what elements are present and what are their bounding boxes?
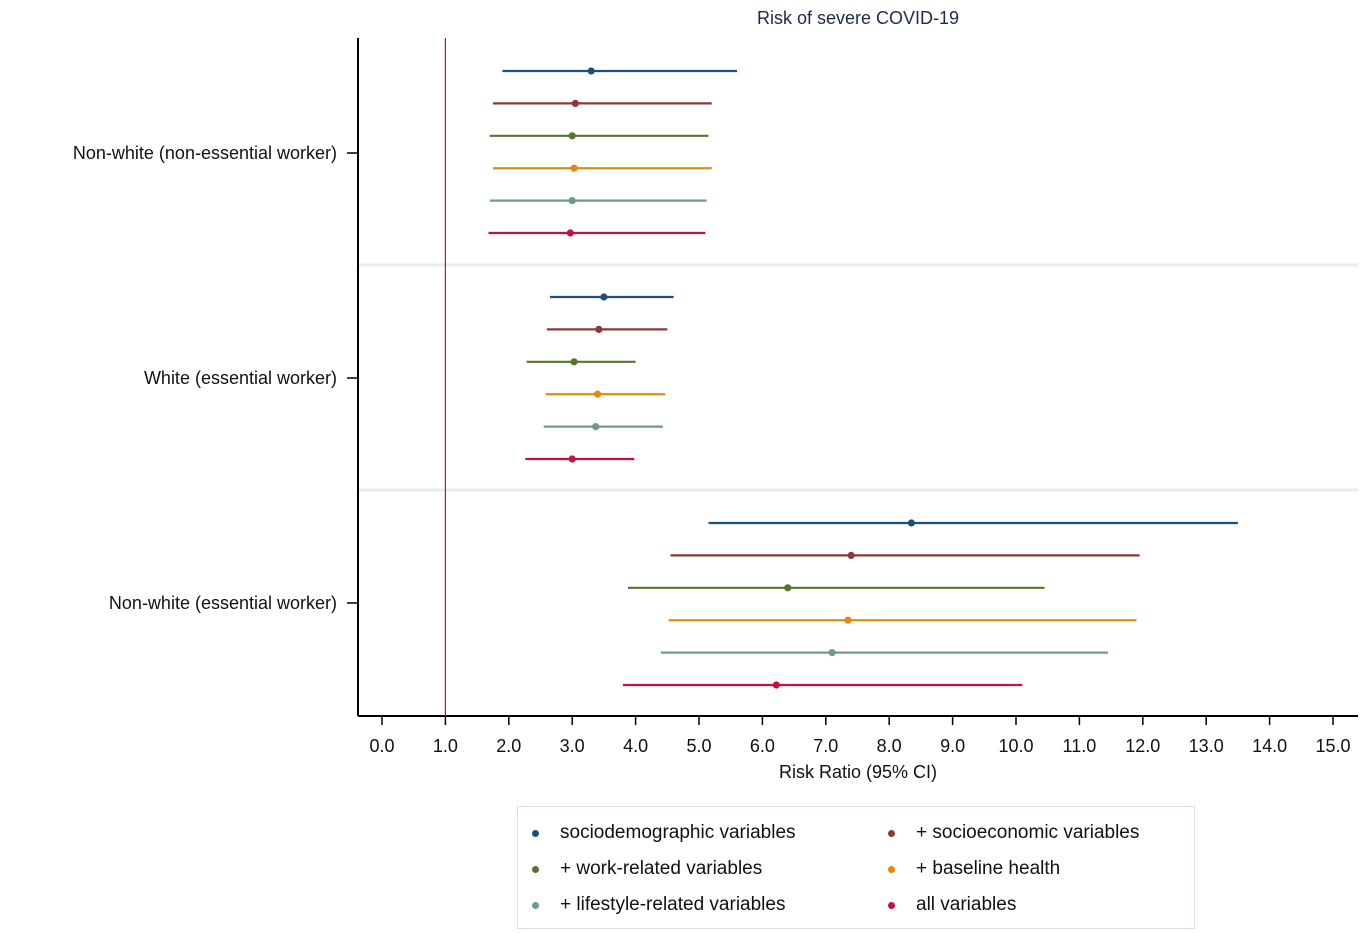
x-tick-label: 0.0 [369, 736, 394, 756]
legend-marker [532, 865, 539, 873]
estimate-marks [488, 67, 1238, 689]
point-estimate [570, 164, 578, 172]
x-tick-label: 4.0 [623, 736, 648, 756]
legend-item: + socioeconomic variables [888, 822, 1139, 844]
x-tick-label: 1.0 [433, 736, 458, 756]
legend-marker [888, 901, 895, 909]
point-estimate [568, 197, 576, 205]
x-tick-label: 6.0 [750, 736, 775, 756]
legend-label: + socioeconomic variables [916, 822, 1140, 843]
legend-label: + work-related variables [560, 858, 763, 879]
legend-marker [888, 865, 895, 873]
point-estimate [600, 293, 608, 301]
point-estimate [571, 99, 579, 107]
legend-marker [532, 901, 539, 909]
x-tick-label: 7.0 [813, 736, 838, 756]
point-estimate [570, 358, 578, 366]
point-estimate [593, 390, 602, 398]
point-estimate [828, 649, 836, 657]
legend-marker [888, 829, 895, 837]
legend-item: + baseline health [888, 858, 1060, 880]
x-tick-label: 8.0 [877, 736, 902, 756]
point-estimate [566, 229, 574, 237]
category-label: Non-white (essential worker) [109, 593, 337, 613]
category-label: White (essential worker) [144, 368, 337, 388]
legend-item: + work-related variables [532, 858, 762, 880]
point-estimate [844, 616, 852, 624]
point-estimate [784, 584, 792, 592]
legend-item: + lifestyle-related variables [532, 894, 785, 916]
point-estimate [568, 132, 576, 140]
point-estimate [592, 423, 600, 431]
x-tick-label: 10.0 [998, 736, 1033, 756]
legend-item: all variables [888, 894, 1016, 916]
legend-label: + lifestyle-related variables [560, 894, 786, 915]
legend: sociodemographic variables + socioeconomi… [517, 806, 1195, 929]
x-axis-label: Risk Ratio (95% CI) [779, 762, 937, 782]
x-tick-label: 9.0 [940, 736, 965, 756]
point-estimate [772, 681, 780, 689]
point-estimate [595, 325, 603, 333]
chart-title: Risk of severe COVID-19 [757, 8, 959, 28]
category-label: Non-white (non-essential worker) [73, 143, 337, 163]
legend-item: sociodemographic variables [532, 822, 796, 844]
point-estimate [847, 551, 855, 560]
legend-marker [532, 829, 539, 837]
x-tick-label: 2.0 [496, 736, 521, 756]
x-tick-label: 14.0 [1252, 736, 1287, 756]
x-tick-label: 15.0 [1315, 736, 1350, 756]
x-ticks: 0.0 1.0 2.0 3.0 4.0 5.0 6.0 7.0 8.0 9.0 10.0 11.0 12… [369, 716, 1351, 756]
legend-label: + baseline health [916, 858, 1061, 879]
group-dividers [359, 263, 1358, 492]
point-estimate [907, 519, 915, 527]
x-tick-label: 3.0 [560, 736, 585, 756]
point-estimate [587, 67, 595, 75]
legend-label: sociodemographic variables [560, 822, 796, 843]
x-tick-label: 13.0 [1189, 736, 1224, 756]
x-tick-label: 11.0 [1063, 736, 1097, 756]
x-tick-label: 12.0 [1125, 736, 1160, 756]
y-categories: Non-white (non-essential worker) White (e… [73, 143, 358, 613]
point-estimate [568, 455, 576, 463]
legend-label: all variables [916, 894, 1017, 915]
x-tick-label: 5.0 [686, 736, 711, 756]
